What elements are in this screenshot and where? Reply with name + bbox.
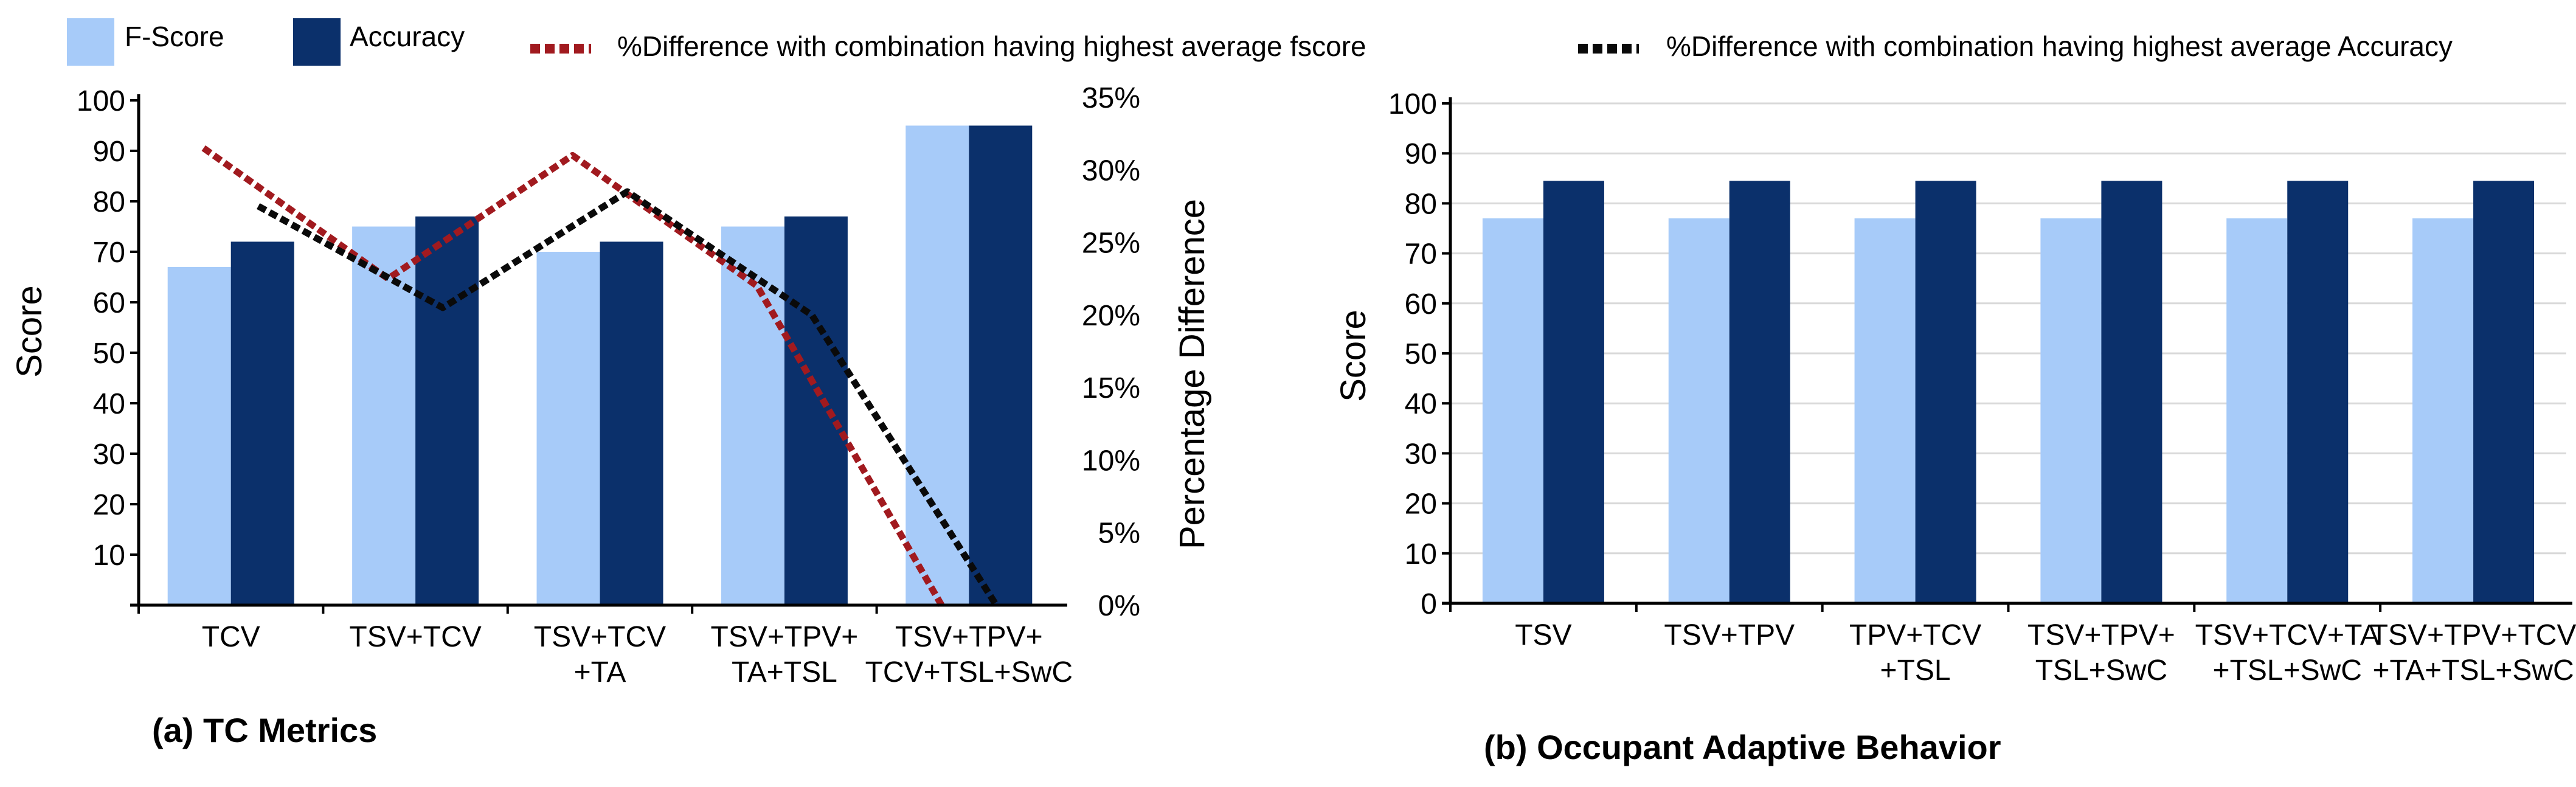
x-tick-label: TSV+TPV+ (711, 621, 859, 653)
legend-label-accuracy: Accuracy (350, 21, 465, 52)
diff-line-accuracy (257, 188, 999, 607)
x-tick-label: TSV+TCV (534, 621, 666, 653)
y-tick-label: 30 (93, 439, 125, 471)
chart-b-axes (1442, 97, 2572, 612)
y2-tick-label: 0% (1098, 590, 1140, 622)
x-tick-label: +TSL+SwC (2213, 654, 2362, 687)
chart-a-y2ticks: 0% 5% 10% 15% 20% 25% 30% 35% (1082, 82, 1140, 622)
chart-b: 0 10 20 30 40 50 60 70 80 90 100 TSV TSV+TPV TPV+TCV… (1334, 88, 2576, 766)
y-tick-label: 50 (93, 338, 125, 370)
x-tick-label: TSV+TPV+TCV (2370, 619, 2576, 651)
y-tick-label: 20 (1405, 488, 1437, 521)
y-tick-label: 90 (1405, 138, 1437, 170)
chart-a-y2label: Percentage Difference (1172, 199, 1212, 549)
x-tick-label: +TSL (1880, 654, 1951, 687)
y-tick-label: 30 (1405, 438, 1437, 470)
bar-fscore (2040, 218, 2102, 603)
y-tick-label: 80 (1405, 188, 1437, 220)
x-tick-label: TSV+TPV+ (2027, 619, 2175, 651)
bar-accuracy (2287, 181, 2349, 603)
y2-tick-label: 20% (1082, 300, 1140, 332)
y2-tick-label: 25% (1082, 227, 1140, 260)
x-tick-label: TSV+TPV (1664, 619, 1795, 651)
chart-a-xticks: TCV TSV+TCV TSV+TCV+TATSV+TPV+TA+TSLTSV+TP… (202, 621, 1073, 688)
y-tick-label: 0 (1421, 588, 1437, 620)
chart-a-lines (201, 145, 999, 607)
legend-swatch-accuracy (293, 18, 341, 66)
bar-accuracy (1729, 181, 1790, 603)
y2-tick-label: 35% (1082, 82, 1140, 114)
y-tick-label: 50 (1405, 338, 1437, 370)
chart-b-grid (1450, 102, 2566, 605)
y-tick-label: 40 (93, 388, 125, 420)
legend: F-Score Accuracy %Difference with combin… (67, 18, 2453, 66)
y-tick-label: 10 (93, 539, 125, 572)
bar-accuracy (230, 241, 294, 605)
x-tick-label: TCV+TSL+SwC (865, 656, 1073, 688)
bar-accuracy (600, 241, 663, 605)
y2-tick-label: 15% (1082, 372, 1140, 404)
bar-fscore (905, 125, 969, 605)
x-tick-label: +TA (574, 656, 626, 688)
chart-a: 10 20 30 40 50 60 70 80 90 100 0% 5% 10% 15% 20% 25% 30… (10, 82, 1212, 749)
bar-fscore (167, 266, 231, 605)
bar-fscore (1668, 218, 1729, 603)
bar-fscore (2226, 218, 2288, 603)
bar-fscore (2412, 218, 2474, 603)
y2-tick-label: 10% (1082, 445, 1140, 477)
x-tick-label: TPV+TCV (1849, 619, 1981, 651)
x-tick-label: TA+TSL (732, 656, 837, 688)
y-tick-label: 10 (1405, 538, 1437, 570)
y-tick-label: 70 (1405, 238, 1437, 271)
bar-fscore (352, 226, 416, 605)
bar-accuracy (2473, 181, 2535, 603)
y-tick-label: 100 (77, 85, 125, 117)
y-tick-label: 70 (93, 237, 125, 269)
y-tick-label: 20 (93, 489, 125, 521)
legend-label-diff-fscore: %Difference with combination having high… (617, 30, 1366, 62)
y2-tick-label: 5% (1098, 518, 1140, 550)
y-tick-label: 90 (93, 136, 125, 168)
diff-line-fscore (201, 145, 945, 607)
chart-b-bars (1482, 181, 2535, 603)
x-tick-label: TSL+SwC (2035, 654, 2167, 687)
legend-label-diff-accuracy: %Difference with combination having high… (1666, 30, 2453, 62)
y-tick-label: 60 (1405, 288, 1437, 321)
bar-fscore (536, 252, 600, 605)
bar-accuracy (784, 216, 848, 605)
chart-b-ylabel: Score (1334, 310, 1373, 402)
bar-accuracy (415, 216, 479, 605)
y-tick-label: 80 (93, 186, 125, 218)
chart-b-caption: (b) Occupant Adaptive Behavior (1484, 728, 2001, 766)
chart-a-yticks: 10 20 30 40 50 60 70 80 90 100 (77, 85, 125, 572)
chart-a-caption: (a) TC Metrics (152, 711, 377, 749)
chart-b-yticks: 0 10 20 30 40 50 60 70 80 90 100 (1388, 88, 1437, 620)
y-tick-label: 60 (93, 287, 125, 319)
x-tick-label: TSV+TPV+ (895, 621, 1043, 653)
x-tick-label: TSV (1515, 619, 1571, 651)
x-tick-label: TSV+TCV (349, 621, 481, 653)
bar-fscore (1482, 218, 1543, 603)
bar-accuracy (1543, 181, 1604, 603)
chart-a-axes (130, 94, 1067, 614)
bar-accuracy (2101, 181, 2162, 603)
bar-accuracy (1915, 181, 1976, 603)
x-tick-label: TSV+TCV+TA (2195, 619, 2380, 651)
y-tick-label: 100 (1388, 88, 1437, 120)
chart-b-xticks: TSV TSV+TPV TPV+TCV+TSL TSV+TPV+TSL+SwC TSV+… (1515, 619, 2576, 687)
bar-accuracy (969, 125, 1033, 605)
bar-fscore (1854, 218, 1916, 603)
legend-swatch-fscore (67, 18, 114, 66)
y-tick-label: 40 (1405, 388, 1437, 420)
legend-label-fscore: F-Score (125, 21, 224, 52)
chart-a-ylabel: Score (10, 285, 49, 378)
y2-tick-label: 30% (1082, 154, 1140, 187)
x-tick-label: +TA+TSL+SwC (2372, 654, 2574, 687)
x-tick-label: TCV (202, 621, 260, 653)
